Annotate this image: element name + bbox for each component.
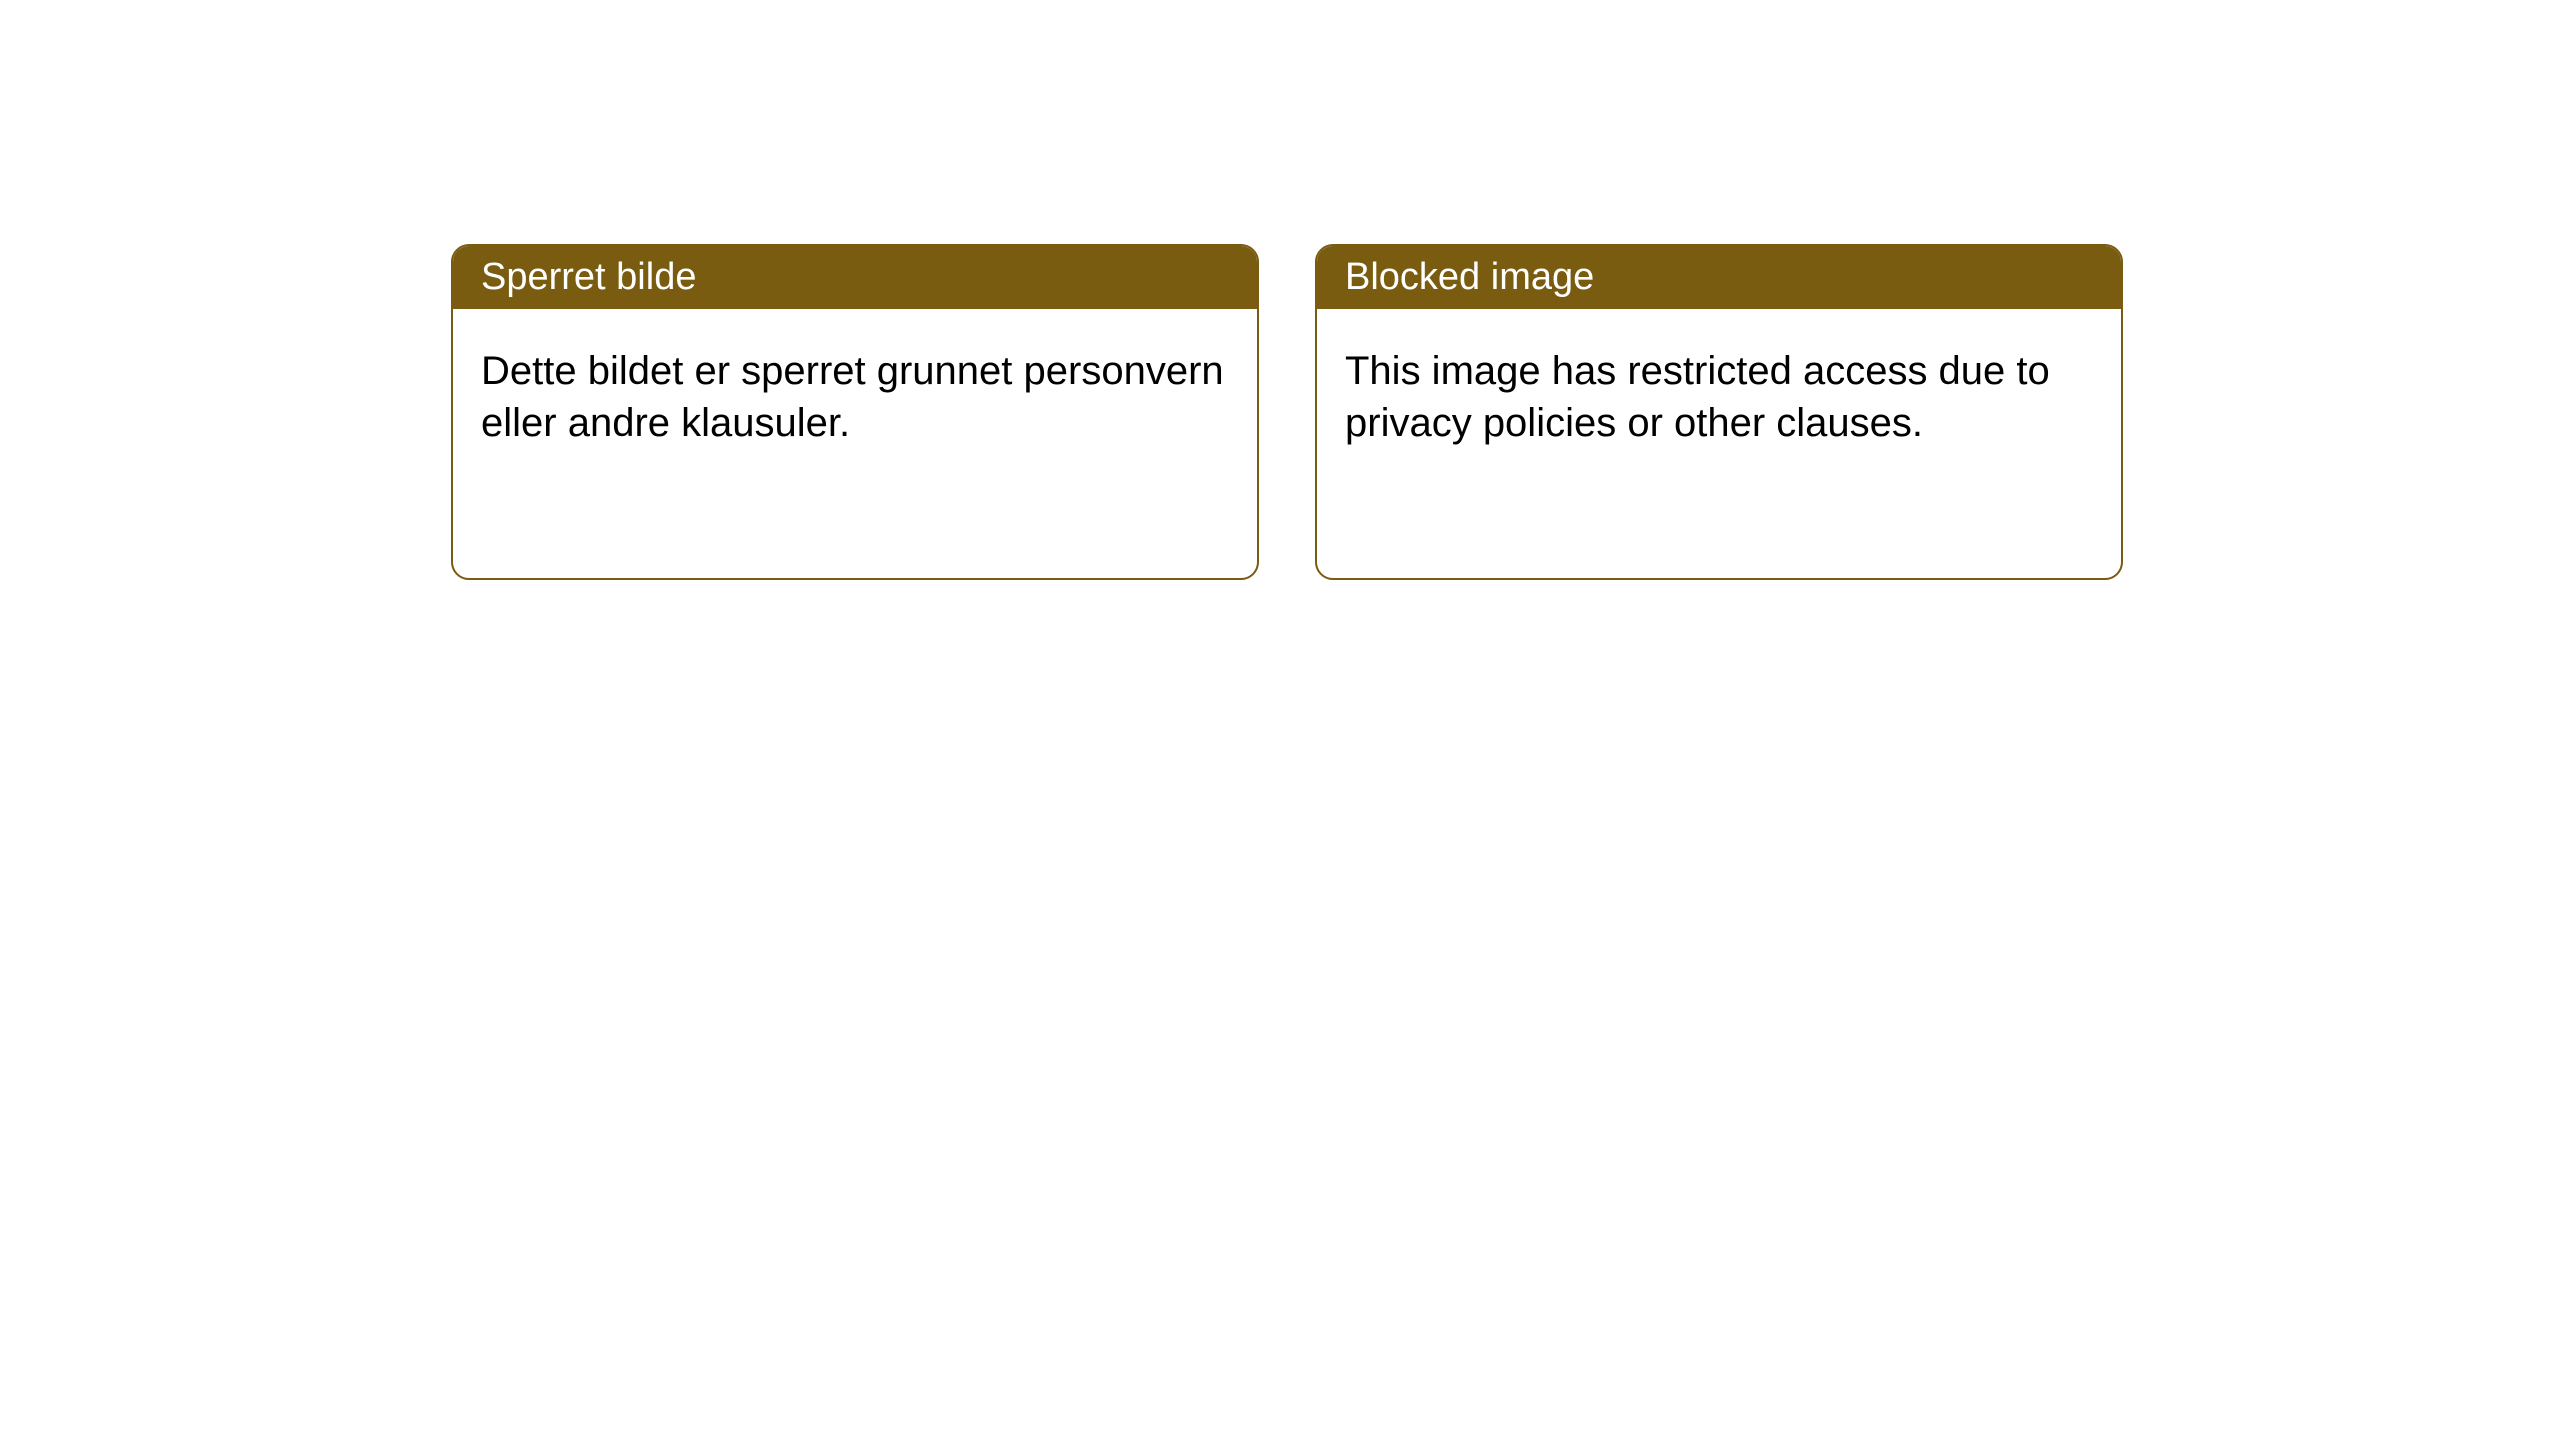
- notice-header: Blocked image: [1317, 246, 2121, 309]
- notice-container: Sperret bilde Dette bildet er sperret gr…: [0, 0, 2560, 580]
- notice-title: Sperret bilde: [481, 256, 696, 298]
- notice-body-text: Dette bildet er sperret grunnet personve…: [481, 349, 1224, 445]
- notice-title: Blocked image: [1345, 256, 1594, 298]
- notice-body: Dette bildet er sperret grunnet personve…: [453, 309, 1257, 485]
- notice-header: Sperret bilde: [453, 246, 1257, 309]
- notice-box-english: Blocked image This image has restricted …: [1315, 244, 2123, 580]
- notice-box-norwegian: Sperret bilde Dette bildet er sperret gr…: [451, 244, 1259, 580]
- notice-body-text: This image has restricted access due to …: [1345, 349, 2050, 445]
- notice-body: This image has restricted access due to …: [1317, 309, 2121, 485]
